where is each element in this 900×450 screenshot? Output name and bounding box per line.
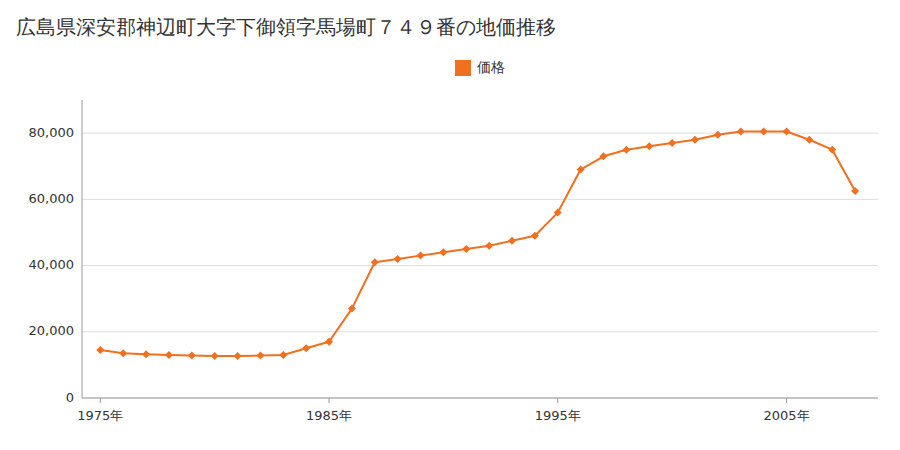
marker <box>371 258 379 266</box>
legend-swatch <box>455 60 471 76</box>
marker <box>531 232 539 240</box>
marker <box>165 351 173 359</box>
marker <box>760 127 768 135</box>
marker <box>828 146 836 154</box>
x-tick <box>329 398 330 403</box>
x-axis-line <box>82 398 878 399</box>
marker <box>234 352 242 360</box>
x-tick <box>100 398 101 403</box>
grid-line <box>82 331 878 332</box>
grid-line <box>82 133 878 134</box>
marker <box>554 209 562 217</box>
x-tick <box>786 398 787 403</box>
x-tick-label: 1975年 <box>77 408 123 423</box>
marker <box>325 338 333 346</box>
marker <box>394 255 402 263</box>
grid-line <box>82 199 878 200</box>
y-tick-label: 0 <box>66 390 74 405</box>
legend-label: 価格 <box>477 59 505 75</box>
x-tick <box>557 398 558 403</box>
marker <box>302 344 310 352</box>
marker <box>142 350 150 358</box>
marker <box>668 139 676 147</box>
legend: 価格 <box>455 59 505 76</box>
y-tick-label: 80,000 <box>29 125 75 140</box>
marker <box>417 252 425 260</box>
marker <box>783 127 791 135</box>
data-group <box>96 127 859 359</box>
title: 広島県深安郡神辺町大字下御領字馬場町７４９番の地価推移 <box>16 15 556 39</box>
marker <box>714 131 722 139</box>
y-tick-label: 40,000 <box>29 257 75 272</box>
marker <box>256 352 264 360</box>
marker <box>691 136 699 144</box>
marker <box>119 349 127 357</box>
marker <box>851 187 859 195</box>
marker <box>622 146 630 154</box>
x-tick-label: 2005年 <box>763 408 809 423</box>
x-tick-label: 1985年 <box>306 408 352 423</box>
marker <box>508 237 516 245</box>
marker <box>600 152 608 160</box>
y-tick-label: 60,000 <box>29 191 75 206</box>
marker <box>577 166 585 174</box>
x-tick-label: 1995年 <box>535 408 581 423</box>
chart-container: 広島県深安郡神辺町大字下御領字馬場町７４９番の地価推移価格 0 20,000 40,0… <box>0 0 900 450</box>
marker <box>439 248 447 256</box>
marker <box>805 136 813 144</box>
marker <box>462 245 470 253</box>
grid-line <box>82 265 878 266</box>
marker <box>211 352 219 360</box>
marker <box>645 142 653 150</box>
axes: 0 20,000 40,000 60,000 80,000 1975年 1985年 1995年… <box>29 100 879 423</box>
y-tick-label: 20,000 <box>29 323 75 338</box>
marker <box>348 305 356 313</box>
y-axis-line <box>82 100 83 398</box>
chart-svg: 広島県深安郡神辺町大字下御領字馬場町７４９番の地価推移価格 0 20,000 40,0… <box>0 0 900 450</box>
marker <box>188 352 196 360</box>
marker <box>279 351 287 359</box>
grid-line <box>82 398 878 399</box>
marker <box>485 242 493 250</box>
line <box>100 131 855 355</box>
marker <box>737 127 745 135</box>
marker <box>96 346 104 354</box>
